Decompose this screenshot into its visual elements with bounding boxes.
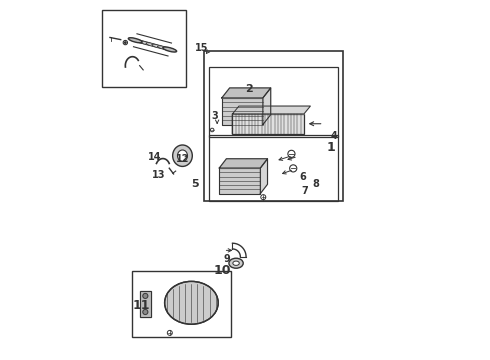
Polygon shape	[263, 88, 270, 125]
Ellipse shape	[140, 41, 153, 46]
Text: 10: 10	[214, 264, 231, 276]
Bar	[204, 51, 343, 202]
Ellipse shape	[165, 282, 218, 324]
Ellipse shape	[177, 150, 188, 161]
Text: 12: 12	[176, 154, 190, 163]
Text: 13: 13	[152, 170, 165, 180]
Text: 8: 8	[312, 179, 319, 189]
Ellipse shape	[163, 47, 176, 52]
Text: 3: 3	[211, 111, 218, 121]
Ellipse shape	[157, 46, 171, 50]
Text: 11: 11	[133, 298, 150, 311]
Text: 15: 15	[195, 43, 208, 53]
Text: 1: 1	[326, 141, 335, 154]
Bar	[209, 135, 338, 202]
Ellipse shape	[163, 47, 177, 52]
Ellipse shape	[134, 40, 147, 44]
Bar	[102, 10, 186, 87]
Text: 14: 14	[148, 152, 162, 162]
Bar	[222, 98, 263, 125]
Text: 5: 5	[191, 179, 199, 189]
Bar	[220, 168, 260, 194]
Circle shape	[143, 310, 148, 315]
Circle shape	[124, 42, 126, 43]
Ellipse shape	[152, 44, 165, 49]
Polygon shape	[260, 159, 268, 194]
Polygon shape	[232, 106, 310, 114]
Polygon shape	[222, 88, 270, 98]
Text: 4: 4	[331, 131, 338, 141]
Text: 2: 2	[245, 84, 252, 94]
Text: 9: 9	[223, 253, 230, 264]
Ellipse shape	[146, 43, 159, 47]
Bar	[140, 291, 151, 318]
Ellipse shape	[229, 258, 243, 268]
Bar	[132, 271, 231, 337]
Circle shape	[143, 293, 148, 298]
Bar	[232, 114, 304, 134]
Ellipse shape	[129, 38, 142, 42]
Text: 6: 6	[299, 172, 306, 182]
Polygon shape	[140, 291, 151, 318]
Ellipse shape	[128, 38, 142, 43]
Bar	[209, 67, 338, 137]
Polygon shape	[220, 159, 268, 168]
Text: 7: 7	[301, 186, 308, 197]
Ellipse shape	[172, 145, 192, 166]
Ellipse shape	[233, 261, 239, 265]
